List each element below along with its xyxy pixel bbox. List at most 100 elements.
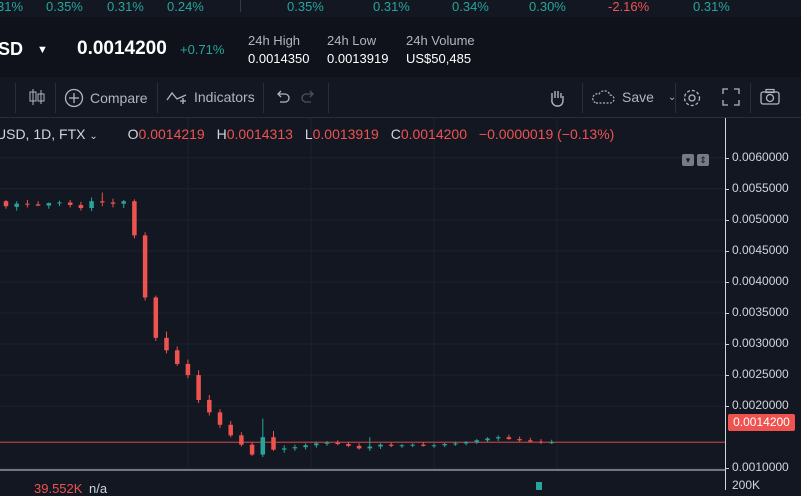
candle-body: [271, 437, 276, 450]
candle-body: [495, 437, 501, 439]
candle-body: [367, 446, 373, 449]
candle-body: [239, 435, 244, 445]
current-price-tag: 0.0014200: [728, 414, 795, 431]
stat-value: US$50,485: [406, 51, 472, 66]
toolbar-divider: [582, 83, 583, 113]
price-axis-tick: 0.0025000: [732, 367, 789, 382]
ticker-item[interactable]: 0.35%: [287, 0, 324, 14]
candle-body: [121, 201, 126, 204]
chevron-down-icon[interactable]: ⌄: [667, 91, 677, 103]
candle-body: [174, 350, 180, 364]
toolbar-divider: [328, 83, 329, 113]
fullscreen-button[interactable]: [722, 88, 740, 106]
ticker-item[interactable]: 0.30%: [529, 0, 566, 14]
chevron-down-icon[interactable]: ⌄: [89, 131, 98, 142]
price-axis-tickmark: [725, 468, 729, 470]
chart-toolbar: Compare Indicators Save ⌄: [0, 79, 801, 118]
candle-body: [410, 444, 415, 446]
candle-body: [46, 203, 52, 206]
low-value: 0.0013919: [312, 126, 379, 142]
hand-button[interactable]: [547, 88, 567, 108]
candle-body: [356, 445, 362, 449]
ticker-item[interactable]: 0.24%: [167, 0, 204, 14]
candle-body: [324, 442, 330, 444]
price-axis-tick: 0.0050000: [732, 211, 789, 226]
ticker-item[interactable]: -2.16%: [608, 0, 650, 14]
redo-icon: [301, 90, 314, 103]
legend-symbol[interactable]: USD, 1D, FTX ⌄: [0, 126, 98, 142]
scale-arrows-icon[interactable]: ⇕: [697, 154, 709, 166]
hand-icon: [551, 91, 564, 107]
candle-body: [474, 440, 480, 443]
snapshot-button[interactable]: [760, 88, 780, 106]
candle-body: [89, 201, 94, 209]
redo-button[interactable]: [301, 88, 317, 106]
low-label: L: [304, 126, 313, 142]
toolbar-divider: [263, 83, 264, 113]
indicators-label: Indicators: [194, 89, 255, 105]
volume-axis-label: 200K: [732, 478, 761, 492]
price-axis-tickmark: [725, 313, 729, 314]
undo-button[interactable]: [274, 88, 290, 106]
price-axis-tickmark: [725, 219, 729, 221]
candle-body: [506, 437, 512, 440]
collapse-icon[interactable]: ▾: [682, 154, 694, 166]
candle-body: [378, 444, 383, 447]
candle-body: [453, 443, 458, 445]
close-value: 0.0014200: [400, 126, 467, 142]
candle-body: [142, 235, 148, 298]
candle-body: [421, 444, 426, 446]
stat-label: 24h Low: [327, 33, 377, 48]
price-axis-tick: 0.0040000: [732, 273, 789, 288]
save-label: Save: [622, 89, 654, 105]
candle-body: [78, 204, 84, 209]
partial-icon: [0, 88, 4, 106]
symbol-header: SD ▼ 0.0014200 +0.71% 24h High 0.0014350…: [0, 17, 801, 77]
candle-body: [335, 442, 340, 445]
candle-body: [132, 201, 137, 236]
ticker-item[interactable]: 31%: [0, 0, 24, 14]
stat-value: 0.0013919: [327, 51, 389, 66]
ticker-item[interactable]: 0.31%: [373, 0, 410, 14]
candle-body: [281, 448, 287, 450]
candle-body: [538, 441, 544, 443]
candle-body: [25, 203, 30, 205]
ohlc-legend: USD, 1D, FTX ⌄ O0.0014219 H0.0014313 L0.…: [0, 126, 614, 142]
stat-24h-high: 24h High 0.0014350: [248, 33, 309, 66]
ticker-item[interactable]: 0.35%: [46, 0, 83, 14]
volume-value: 39.552K: [34, 481, 83, 496]
settings-button[interactable]: [682, 88, 702, 108]
ticker-item[interactable]: 0.31%: [693, 0, 730, 14]
high-label: H: [216, 126, 227, 142]
candle-body: [35, 204, 41, 206]
ticker-strip: 31% 0.35% 0.31% 0.24% 0.35% 0.31% 0.34% …: [0, 0, 801, 16]
candle-body: [399, 445, 405, 447]
fullscreen-icon: [722, 88, 740, 106]
interval-button[interactable]: [0, 88, 4, 106]
chart-type-button[interactable]: [28, 88, 46, 106]
save-button[interactable]: Save ⌄: [590, 88, 676, 106]
price-chart[interactable]: [0, 118, 725, 490]
chevron-down-icon[interactable]: ▼: [37, 44, 48, 56]
candle-body: [485, 438, 490, 441]
scale-controls: ▾ ⇕: [682, 154, 709, 166]
compare-button[interactable]: Compare: [64, 88, 148, 108]
price-axis-tick: 0.0010000: [732, 460, 789, 475]
price-axis-tickmark: [725, 406, 729, 408]
candle-body: [431, 445, 437, 447]
toolbar-divider: [675, 83, 676, 113]
candle-body: [549, 442, 554, 444]
price-axis-tick: 0.0035000: [732, 305, 789, 319]
symbol-name[interactable]: SD: [0, 39, 24, 59]
open-label: O: [127, 126, 139, 142]
price-axis-tick: 0.0045000: [732, 242, 789, 257]
toolbar-divider: [15, 83, 16, 113]
ticker-item[interactable]: 0.34%: [452, 0, 489, 14]
close-label: C: [390, 126, 401, 142]
price-axis[interactable]: [725, 118, 801, 490]
current-price: 0.0014200: [77, 38, 167, 59]
candle-body: [292, 447, 298, 449]
ticker-item[interactable]: 0.31%: [107, 0, 144, 14]
cloud-icon: [592, 90, 615, 104]
indicators-button[interactable]: Indicators: [166, 88, 255, 106]
